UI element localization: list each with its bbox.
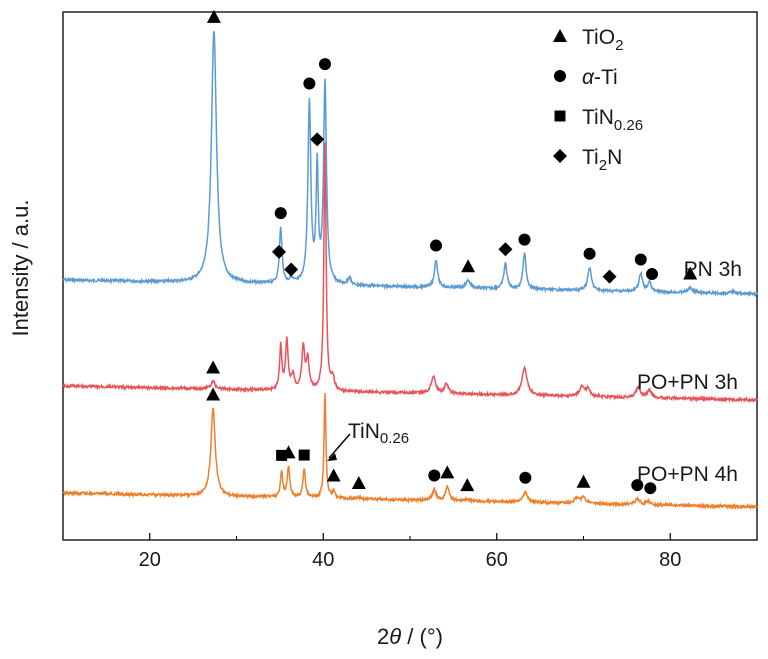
legend-symbol-diamond — [553, 149, 567, 163]
marker-triangle — [281, 445, 296, 459]
phase-markers — [206, 9, 698, 495]
x-axis-title-unit: / (°) — [401, 624, 443, 649]
legend-label-tail: N — [607, 146, 622, 169]
legend-symbol-circle — [554, 70, 566, 82]
legend-subscript: 2 — [599, 157, 607, 174]
x-axis: 20 40 60 80 — [62, 533, 758, 571]
x-tick-label: 80 — [659, 549, 681, 571]
marker-triangle — [206, 360, 221, 374]
x-axis-title-prefix: 2 — [377, 624, 389, 649]
series-label: PN 3h — [684, 258, 742, 281]
legend-subscript: 2 — [615, 37, 623, 54]
annotation-arrow-head — [326, 453, 337, 461]
annotation-label-main: TiN — [348, 420, 380, 443]
marker-triangle — [351, 475, 366, 489]
legend-label-main: TiO — [582, 26, 615, 49]
marker-square — [276, 449, 288, 461]
marker-diamond — [310, 132, 325, 147]
x-axis-title-theta: θ — [389, 624, 401, 649]
marker-circle — [634, 253, 647, 266]
marker-diamond — [602, 269, 617, 284]
marker-diamond — [284, 262, 299, 277]
legend-alpha: α — [582, 66, 595, 89]
legend-symbol-square — [554, 110, 566, 122]
legend-label: Ti2N — [582, 146, 622, 174]
series-label: PO+PN 3h — [637, 371, 738, 394]
marker-triangle — [326, 468, 341, 482]
legend-label: TiO2 — [582, 26, 623, 54]
marker-circle — [583, 247, 596, 260]
x-tick-label: 40 — [312, 549, 334, 571]
marker-circle — [303, 77, 316, 90]
marker-circle — [428, 469, 441, 482]
tin-annotation: TiN0.26 — [326, 420, 409, 461]
marker-triangle — [206, 9, 221, 23]
trace-pn-3h — [62, 31, 758, 298]
marker-triangle — [206, 387, 221, 401]
marker-circle — [646, 268, 659, 281]
marker-triangle — [440, 465, 455, 479]
x-axis-title: 2θ / (°) — [377, 624, 443, 649]
trace-po-pn-4h — [62, 393, 758, 511]
marker-circle — [318, 58, 331, 71]
marker-triangle — [460, 478, 475, 492]
marker-square — [298, 449, 310, 461]
marker-circle — [644, 482, 657, 495]
marker-triangle — [576, 474, 591, 488]
marker-triangle — [461, 259, 476, 273]
x-tick-label: 20 — [139, 549, 161, 571]
marker-circle — [430, 239, 443, 252]
marker-diamond — [272, 244, 287, 259]
marker-circle — [519, 471, 532, 484]
legend-symbol-triangle — [553, 29, 567, 42]
traces — [62, 31, 758, 511]
series-labels: PN 3h PO+PN 3h PO+PN 4h — [637, 258, 742, 486]
trace-po-pn-3h — [62, 142, 758, 404]
legend-label: α-Ti — [582, 66, 618, 89]
x-tick-label: 60 — [486, 549, 508, 571]
marker-triangle — [683, 266, 698, 280]
legend-label-main: -Ti — [594, 66, 618, 89]
annotation-subscript: 0.26 — [380, 430, 409, 447]
series-label: PO+PN 4h — [637, 463, 738, 486]
legend-subscript: 0.26 — [614, 117, 643, 134]
annotation-label: TiN0.26 — [348, 420, 409, 447]
marker-circle — [631, 479, 644, 492]
legend-label-main: TiN — [582, 106, 614, 129]
marker-diamond — [498, 242, 513, 257]
annotation-arrow-line — [328, 433, 351, 459]
legend-label: TiN0.26 — [582, 106, 643, 134]
marker-circle — [518, 233, 531, 246]
legend-label-main: Ti — [582, 146, 599, 169]
y-axis-title: Intensity / a.u. — [8, 200, 33, 337]
marker-circle — [274, 207, 287, 220]
